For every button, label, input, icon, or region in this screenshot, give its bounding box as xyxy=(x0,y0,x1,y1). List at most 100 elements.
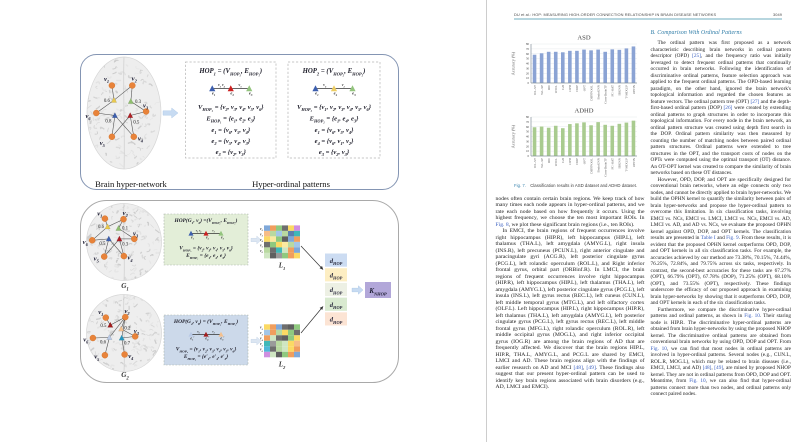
flow-arrow-icon xyxy=(250,336,262,346)
dhop-label: dHOP xyxy=(330,317,343,325)
page-number: 3049 xyxy=(772,12,782,17)
y-tick-label: 0 xyxy=(528,154,530,158)
figure-brain-hyper-network: v1 v2 v3 v4 v5 v6 0.6 0.3 0.8 0.5 HOP1 = (VHOP₁, E… xyxy=(80,54,399,190)
bar-WL-ST xyxy=(532,127,537,156)
citation-link[interactable]: [48] xyxy=(702,365,712,372)
running-head-title: DU et al.: HOP: MEASURING HIGH-ORDER CON… xyxy=(514,12,717,17)
x-tick-label: DOP xyxy=(575,85,579,92)
dhop-label: dHOP xyxy=(330,273,343,281)
kernel-label: KNHOP xyxy=(368,288,386,296)
svg-text:v6: v6 xyxy=(323,83,327,88)
svg-text:v5 v4: v5 v4 xyxy=(218,83,226,88)
x-tick-label: OPD xyxy=(568,84,572,91)
roi-node-label: v5 xyxy=(94,354,100,362)
svg-text:e2: e2 xyxy=(206,235,210,240)
citation-link[interactable]: [49] xyxy=(586,364,596,371)
bar-RW xyxy=(546,51,551,83)
chart-title: ASD xyxy=(577,35,590,42)
x-tick-label: IBGNN xyxy=(618,84,622,95)
bar-RW xyxy=(546,127,551,156)
hyper-network: v1 v2 v3 v4 v5 v6 0.5 0.2 0.6 0.7 xyxy=(83,308,140,362)
y-tick-label: 10 xyxy=(526,76,530,80)
svg-text:e2: e2 xyxy=(230,91,234,98)
edge-weight-label: 0.8 xyxy=(105,120,112,125)
y-tick-label: 70 xyxy=(526,47,530,51)
citation-link[interactable]: [49] xyxy=(714,365,724,372)
body-text: . These findings also suggest that our p… xyxy=(495,364,645,391)
body-text: . Their staring node is HIP.R. The discr… xyxy=(650,313,792,346)
bar-T-MIXUP xyxy=(624,122,629,156)
citation-link[interactable]: [25] xyxy=(692,53,701,60)
bar-T-MIXUP xyxy=(624,48,629,83)
x-tick-label: GH xyxy=(561,84,565,89)
paragraph: The ordinal pattern was first proposed a… xyxy=(651,40,792,177)
bar-OPD xyxy=(568,124,572,156)
citation-link[interactable]: Fig. 10 xyxy=(689,378,706,385)
bar-DOP xyxy=(575,50,579,83)
citation-link[interactable]: Table I xyxy=(700,235,716,242)
hop-math-line: VHOP₂ = {v1, v2, v3, v4, v5, v6} xyxy=(176,347,237,354)
svg-text:v2: v2 xyxy=(212,330,214,335)
brain-outline xyxy=(86,56,162,170)
hyperedge-triangle-icon xyxy=(188,230,194,236)
dhop-distance-box: dHOP xyxy=(325,268,347,282)
roi-node-label: v2 xyxy=(124,308,130,316)
hyperedge-triangle-icon xyxy=(312,85,319,92)
caption-text: Classification results in ASD dataset an… xyxy=(525,182,638,188)
dhop-label: dHOP xyxy=(330,302,343,310)
matrix-label: L2 xyxy=(278,361,286,370)
bar-IBGNN xyxy=(617,49,622,83)
bar-BrainGNN xyxy=(596,49,600,83)
dhop-distance-box: dHOP xyxy=(325,253,347,267)
roi-node-label: v4 xyxy=(127,255,133,263)
citation-link[interactable]: [48] xyxy=(573,364,583,371)
hyperedge-triangle-icon xyxy=(127,98,134,104)
page-divider xyxy=(486,0,487,442)
x-tick-label: OPD xyxy=(568,157,572,164)
citation-link[interactable]: [27] xyxy=(750,98,760,105)
x-tick-label: WL-SP xyxy=(540,158,544,168)
citation-link[interactable]: Fig. 10 xyxy=(744,313,760,320)
citation-link[interactable]: Fig. 8 xyxy=(495,221,509,228)
running-head: DU et al.: HOP: MEASURING HIGH-ORDER CON… xyxy=(514,12,782,19)
bar-WL-SP xyxy=(539,53,544,83)
citation-link[interactable]: Fig. 9 xyxy=(726,235,739,242)
hop-pattern-box: HOP2 = (VHOP₂, EHOP₂) e1 e4 e3 v6 v2 VHOP₂ = {… xyxy=(287,61,381,159)
x-tick-label: RW xyxy=(547,84,551,90)
citation-link[interactable]: [26] xyxy=(723,105,733,112)
roi-node xyxy=(120,252,128,260)
x-tick-label: WL-ST xyxy=(533,158,537,168)
y-tick-label: 30 xyxy=(526,66,530,70)
hyperedge-triangle-icon xyxy=(203,331,209,337)
matrix-row-label: v3 xyxy=(260,232,264,237)
x-tick-label: BrainGNN xyxy=(596,157,600,172)
citation-link[interactable]: Fig. 10 xyxy=(650,345,667,352)
paragraph: nodes often contain certain brain region… xyxy=(496,196,645,229)
roi-node-label: v6 xyxy=(83,336,89,344)
x-tick-label: WL-SP xyxy=(540,85,544,95)
roi-node-label: v1 xyxy=(104,76,109,84)
hyperedge-triangle-icon xyxy=(115,225,122,231)
hyperedge-triangle-icon xyxy=(105,235,112,242)
x-tick-label: BrainGNN xyxy=(596,84,600,99)
bar-DOP xyxy=(575,123,579,156)
y-tick-label: 40 xyxy=(526,135,530,139)
x-tick-label: DIFFPOOL xyxy=(589,85,593,101)
x-tick-label: T-MIXUP xyxy=(625,158,629,172)
caption-figure-label: Fig. 7. xyxy=(514,182,526,188)
hyperedge-triangle-icon xyxy=(218,331,224,337)
edge-weight-label: 0.3 xyxy=(135,100,142,105)
body-text: , we can also find that hyper-ordinal pa… xyxy=(650,378,792,398)
kernel-box: KNHOP xyxy=(365,282,391,298)
bar-BrainGNN xyxy=(596,122,600,156)
hyperedge-triangle-icon xyxy=(218,230,224,236)
hyperedge-triangle-icon xyxy=(118,334,125,341)
body-text: In EMCI, the brain regions of frequent o… xyxy=(495,228,645,371)
x-tick-label: IBGNN xyxy=(618,157,622,168)
body-text: However, OPD, DOP, and OPT are specifica… xyxy=(650,176,792,242)
body-text: , we can find that most nodes in ordinal… xyxy=(650,345,792,372)
hop-math-line: e4 = {v6, v1, v2} xyxy=(315,138,354,146)
edge-weight-label: 0.6 xyxy=(100,341,107,346)
svg-text:v3: v3 xyxy=(212,229,214,234)
